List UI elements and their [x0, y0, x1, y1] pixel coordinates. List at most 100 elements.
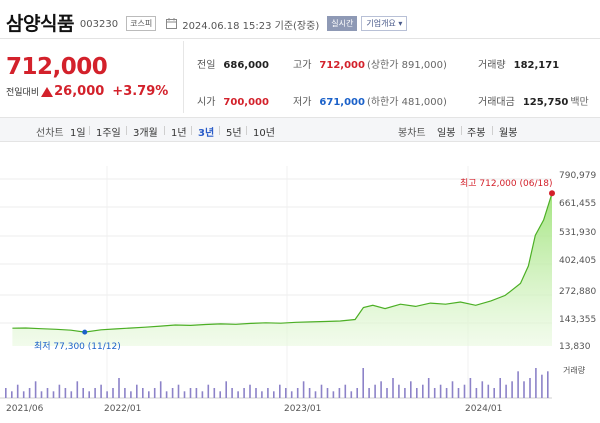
line-chart-label: 선차트 — [36, 128, 64, 139]
calendar-icon — [166, 14, 178, 33]
volume-bar — [416, 388, 418, 398]
volume-bar — [177, 384, 180, 398]
x-tick: 2024/01 — [465, 404, 503, 414]
y-tick: 272,880 — [559, 287, 597, 297]
stock-header: 삼양식품 003230 코스피 2024.06.18 15:23 기준(장중) … — [0, 0, 600, 44]
period-bar: 선차트 1일 1주일 3개월 1년 3년 5년 10년 봉차트 일봉 주봉 월봉 — [0, 117, 600, 142]
volume-bar — [195, 388, 198, 398]
price-area — [12, 193, 552, 346]
volume-bar — [285, 388, 287, 398]
volume-bar — [475, 388, 478, 398]
volume-bar — [523, 381, 525, 398]
volume-bar — [201, 391, 204, 398]
divider — [219, 126, 220, 135]
volume-bar — [410, 381, 412, 398]
volume-bar — [308, 388, 311, 398]
divider — [183, 41, 184, 113]
stat-value: 700,000 — [223, 97, 269, 108]
volume-bar — [380, 381, 382, 398]
volume-bar — [100, 384, 102, 398]
high-marker — [549, 190, 555, 197]
volume-bar — [427, 378, 430, 398]
stat-open: 시가 700,000 — [197, 93, 269, 108]
stat-label: 거래대금 — [478, 97, 515, 108]
volume-bar — [34, 381, 37, 398]
volume-bar — [511, 381, 513, 398]
stat-value: 671,000 — [319, 97, 365, 108]
volume-bar — [5, 388, 7, 398]
change-label: 전일대비 — [6, 88, 40, 98]
volume-bar — [487, 384, 490, 398]
candle-daily[interactable]: 일봉 — [437, 128, 456, 139]
volume-bar — [46, 388, 49, 398]
volume-bar — [255, 388, 257, 398]
volume-bar — [404, 388, 406, 398]
stat-value: 182,171 — [513, 60, 560, 71]
volume-bar — [356, 388, 358, 398]
period-1d[interactable]: 1일 — [70, 128, 86, 139]
period-3m[interactable]: 3개월 — [133, 128, 158, 139]
volume-bar — [386, 388, 388, 398]
realtime-button[interactable]: 실시간 — [327, 16, 358, 31]
volume-bar — [279, 384, 281, 398]
volume-bar — [58, 384, 61, 398]
price-chart[interactable]: 790,979 661,455 531,930 402,405 272,880 … — [0, 146, 600, 419]
volume-bar — [64, 388, 67, 398]
low-marker — [82, 329, 88, 335]
stat-low: 저가 671,000 (하한가 481,000) — [293, 93, 447, 108]
volume-bar — [493, 388, 495, 398]
volume-bar — [529, 378, 531, 398]
volume-bar — [326, 388, 329, 398]
volume-bar — [451, 381, 454, 398]
period-5y[interactable]: 5년 — [226, 128, 242, 139]
volume-bar — [88, 391, 90, 398]
stock-name: 삼양식품 — [6, 12, 74, 35]
volume-bar — [290, 391, 293, 398]
volume-bar — [463, 384, 466, 398]
volume-bar — [499, 378, 501, 398]
upper-label: 상한가 — [370, 60, 399, 71]
volume-bar — [439, 384, 442, 398]
market-badge: 코스피 — [126, 16, 157, 31]
period-1w[interactable]: 1주일 — [96, 128, 121, 139]
price-line — [12, 193, 553, 333]
volume-bar — [481, 381, 484, 398]
y-tick: 402,405 — [559, 256, 597, 266]
volume-bar — [374, 384, 376, 398]
volume-bar — [165, 391, 168, 398]
period-1y[interactable]: 1년 — [171, 128, 187, 139]
volume-bar — [457, 388, 460, 398]
stat-label: 시가 — [197, 97, 216, 108]
volume-bar — [22, 391, 25, 398]
volume-bar — [28, 388, 31, 398]
volume-bar — [237, 391, 239, 398]
candle-chart-label: 봉차트 — [398, 128, 426, 139]
volume-bar — [189, 388, 192, 398]
candle-monthly[interactable]: 월봉 — [499, 128, 518, 139]
y-tick: 13,830 — [559, 342, 591, 352]
divider — [246, 126, 247, 135]
volume-bar — [392, 378, 394, 398]
y-tick: 531,930 — [559, 228, 597, 238]
stat-value: 686,000 — [223, 60, 269, 71]
divider — [126, 126, 127, 135]
candle-weekly[interactable]: 주봉 — [467, 128, 486, 139]
volume-bar — [148, 391, 150, 398]
timestamp: 2024.06.18 15:23 기준(장중) — [182, 20, 320, 32]
volume-bar — [368, 388, 370, 398]
lower-value: 481,000 — [401, 97, 444, 108]
volume-bar — [445, 388, 448, 398]
company-overview-button[interactable]: 기업개요 ▾ — [361, 16, 408, 31]
volume-bar — [547, 371, 549, 398]
volume-bar — [70, 391, 73, 398]
volume-bar — [118, 378, 120, 398]
volume-bar — [136, 384, 138, 398]
volume-bar — [249, 384, 251, 398]
period-3y[interactable]: 3년 — [198, 128, 215, 139]
volume-bar — [94, 388, 96, 398]
period-10y[interactable]: 10년 — [253, 128, 275, 139]
volume-bar — [422, 384, 424, 398]
volume-bar — [106, 391, 108, 398]
stat-unit: 백만 — [570, 97, 589, 108]
volume-bar — [273, 391, 275, 398]
